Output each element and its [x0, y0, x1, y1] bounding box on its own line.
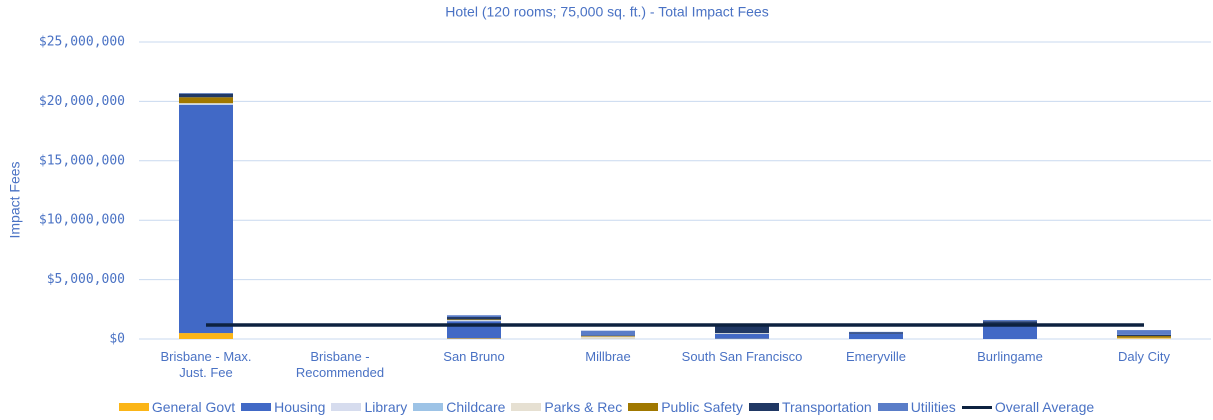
legend: General Govt Housing Library Childcare Parks… — [0, 399, 1213, 415]
bar-segment — [179, 103, 233, 104]
chart-title: Hotel (120 rooms; 75,000 sq. ft.) - Tota… — [445, 4, 768, 20]
x-tick-label: Daly City — [1117, 349, 1170, 364]
legend-item: Parks & Rec — [511, 399, 622, 415]
bar-segment — [1117, 330, 1171, 335]
legend-swatch — [511, 403, 542, 411]
legend-swatch — [118, 403, 149, 411]
bar-segment — [179, 97, 233, 104]
y-tick-label: $0 — [109, 332, 125, 347]
legend-label: Library — [364, 399, 408, 415]
bar-segment — [447, 317, 501, 320]
bar-segment — [179, 104, 233, 105]
x-tick-label: Burlingame — [977, 349, 1043, 364]
legend-item: Public Safety — [628, 399, 743, 415]
legend-label: Utilities — [910, 399, 956, 415]
y-tick-label: $5,000,000 — [47, 272, 125, 287]
bar-segment — [179, 333, 233, 339]
bar-segment — [179, 93, 233, 98]
bar-segment — [447, 319, 501, 320]
bar-segment — [447, 319, 501, 321]
legend-label: Public Safety — [661, 399, 743, 415]
legend-label: Housing — [274, 399, 326, 415]
bar-segment — [581, 336, 635, 339]
bar-segment — [715, 325, 769, 334]
x-tick-label: Millbrae — [585, 349, 631, 364]
legend-swatch — [331, 403, 362, 411]
bar-segment — [1117, 337, 1171, 339]
y-tick-label: $15,000,000 — [39, 153, 125, 168]
y-axis-title: Impact Fees — [7, 161, 23, 238]
legend-item: Utilities — [877, 399, 956, 415]
bar-segment — [581, 330, 635, 336]
legend-swatch — [241, 403, 272, 411]
legend-label: General Govt — [151, 399, 236, 415]
bar-segment — [1117, 334, 1171, 337]
legend-label: Transportation — [781, 399, 872, 415]
x-tick-label: South San Francisco — [681, 349, 803, 364]
bar-segment — [849, 332, 903, 334]
y-tick-label: $10,000,000 — [39, 213, 125, 228]
bar-segment — [715, 334, 769, 339]
bar-segment — [1117, 336, 1171, 338]
legend-item: Housing — [241, 399, 325, 415]
legend-swatch — [748, 403, 779, 411]
bar-segment — [983, 319, 1037, 322]
bar-segment — [447, 315, 501, 318]
x-tick-label: Emeryville — [846, 349, 906, 364]
legend-item: Transportation — [748, 399, 872, 415]
y-tick-label: $20,000,000 — [39, 94, 125, 109]
bar-segment — [447, 338, 501, 339]
x-tick-label: Brisbane - Max. Just. Fee — [160, 349, 252, 380]
x-tick-label: San Bruno — [443, 349, 505, 364]
bar-segment — [849, 331, 903, 333]
bar-segment — [179, 103, 233, 105]
legend-swatch — [877, 403, 908, 411]
grid — [139, 41, 1211, 340]
legend-label: Parks & Rec — [544, 399, 623, 415]
legend-label: Childcare — [446, 399, 506, 415]
bar-segment — [179, 104, 233, 334]
bar-segment — [1117, 338, 1171, 339]
bar-segment — [983, 325, 1037, 339]
legend-label: Overall Average — [994, 399, 1095, 415]
bar-segment — [179, 93, 233, 94]
x-tick-label: Brisbane - Recommended — [295, 349, 385, 380]
y-tick-label: $25,000,000 — [39, 35, 125, 50]
legend-swatch — [961, 405, 992, 409]
bar-segment — [849, 333, 903, 339]
legend-swatch — [413, 403, 444, 411]
legend-swatch — [628, 403, 659, 411]
legend-item: Overall Average — [961, 399, 1095, 415]
bar-segment — [581, 335, 635, 337]
legend-item: Childcare — [413, 399, 505, 415]
legend-item: Library — [331, 399, 407, 415]
legend-item: General Govt — [118, 399, 236, 415]
